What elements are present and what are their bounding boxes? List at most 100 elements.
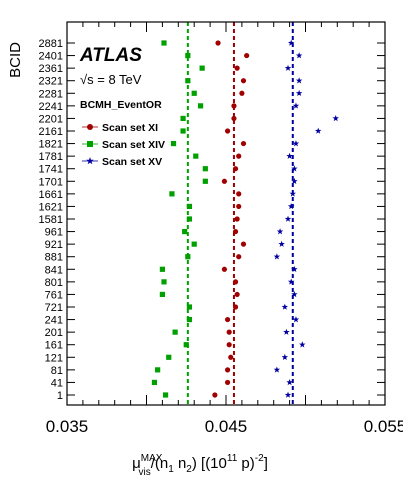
y-tick-label: 121 — [45, 352, 63, 364]
data-point-circle — [234, 65, 240, 71]
x-label-part5: ] — [264, 455, 268, 472]
data-point-circle — [236, 254, 242, 260]
data-point-circle — [224, 379, 231, 386]
data-point-circle — [224, 316, 231, 323]
data-point-square — [172, 329, 178, 335]
data-point-square — [161, 279, 167, 285]
x-label-mu: μ — [132, 455, 141, 472]
data-point-circle — [236, 153, 242, 159]
data-point-circle — [240, 140, 247, 147]
data-point-square — [180, 128, 186, 134]
data-point-circle — [240, 78, 247, 84]
data-point-star — [278, 240, 285, 247]
x-tick-label: 0.035 — [46, 417, 89, 436]
y-tick-label: 2401 — [39, 51, 63, 63]
data-point-square — [185, 78, 191, 84]
y-tick-label: 2361 — [39, 63, 63, 75]
data-point-square — [191, 90, 197, 96]
data-point-star — [287, 39, 295, 46]
legend-label-scan-xv: Scan set XV — [102, 156, 162, 168]
data-point-circle — [240, 241, 247, 247]
data-point-circle — [234, 216, 240, 222]
data-point-circle — [236, 203, 242, 210]
x-label-part3: ) [(10 — [192, 455, 227, 472]
data-point-circle — [232, 279, 239, 285]
y-tick-label: 881 — [45, 252, 63, 264]
data-point-star — [273, 366, 281, 373]
data-point-square — [191, 241, 197, 247]
data-point-star — [286, 379, 293, 386]
data-markers — [151, 39, 339, 398]
data-point-circle — [236, 191, 242, 197]
data-point-circle — [228, 354, 234, 360]
data-point-star — [292, 140, 300, 147]
data-point-circle — [231, 115, 237, 122]
y-tick-label: 1741 — [39, 164, 63, 176]
y-tick-label: 241 — [45, 315, 63, 327]
y-axis-ticks: 1418112116120124172176180184188192196115… — [39, 38, 385, 402]
x-label-sub-vis: vis — [138, 467, 150, 478]
data-point-star — [287, 278, 295, 285]
data-point-star — [281, 303, 289, 310]
data-point-star — [283, 328, 290, 335]
data-point-star — [284, 215, 292, 222]
y-tick-label: 961 — [45, 227, 63, 239]
data-point-circle — [224, 367, 231, 373]
x-label-sub1: 1 — [168, 464, 174, 475]
y-tick-label: 1701 — [39, 176, 63, 188]
y-tick-label: 1581 — [39, 214, 63, 226]
data-point-star — [295, 89, 303, 97]
x-label-part2: n — [174, 455, 187, 472]
x-axis-ticks: 0.035 0.045 0.055 — [46, 22, 403, 436]
data-point-circle — [226, 342, 232, 348]
y-tick-label: 1 — [57, 390, 63, 402]
data-point-circle — [221, 178, 228, 184]
x-label-part4: p) — [237, 455, 255, 472]
data-point-square — [151, 379, 158, 386]
data-point-circle — [239, 90, 245, 96]
y-tick-label: 2321 — [39, 76, 63, 88]
data-point-square — [199, 65, 205, 71]
x-label-part1: /(n — [151, 455, 169, 472]
y-tick-label: 1781 — [39, 151, 63, 163]
x-label-sup4: -2 — [255, 453, 264, 464]
data-point-star — [292, 102, 300, 109]
data-point-star — [292, 316, 300, 323]
y-tick-label: 2281 — [39, 88, 63, 100]
data-point-square — [202, 178, 208, 184]
data-point-circle — [232, 228, 239, 235]
data-point-star — [291, 177, 298, 185]
x-label-sup-max: MAX — [141, 453, 163, 464]
y-tick-label: 721 — [45, 302, 63, 314]
data-point-circle — [244, 52, 250, 59]
x-label-sup3: 11 — [227, 453, 238, 464]
y-tick-label: 761 — [45, 289, 63, 301]
data-point-circle — [224, 128, 231, 134]
energy-label: √s = 8 TeV — [80, 72, 142, 87]
data-point-circle — [231, 103, 237, 109]
data-point-star — [287, 203, 295, 210]
data-point-star — [291, 165, 298, 172]
x-label-sub2: 2 — [186, 464, 192, 475]
data-point-star — [332, 115, 339, 122]
data-point-star — [286, 152, 293, 159]
y-tick-label: 201 — [45, 327, 63, 339]
data-point-square — [159, 291, 165, 298]
data-point-star — [281, 353, 289, 361]
y-tick-label: 841 — [45, 264, 63, 276]
data-point-circle — [232, 166, 239, 172]
data-point-square — [182, 228, 188, 235]
y-tick-label: 41 — [51, 377, 63, 389]
y-tick-label: 921 — [45, 239, 63, 251]
data-point-square — [155, 367, 161, 373]
data-point-square — [185, 254, 191, 260]
data-point-square — [202, 166, 208, 172]
data-point-star — [276, 228, 284, 235]
data-point-star — [284, 64, 292, 71]
y-tick-label: 2241 — [39, 101, 63, 113]
data-point-star — [299, 341, 306, 348]
y-axis-label: BCID — [7, 42, 24, 78]
data-point-square — [180, 115, 186, 122]
data-point-star — [314, 127, 322, 134]
